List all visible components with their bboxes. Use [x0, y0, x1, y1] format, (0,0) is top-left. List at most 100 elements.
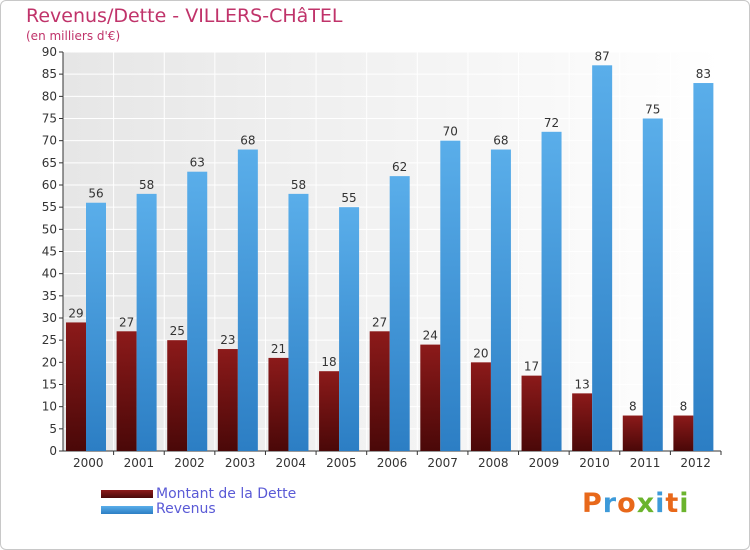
x-tick-label: 2001: [124, 456, 155, 470]
data-label-revenus: 55: [341, 191, 356, 205]
bar-revenus: [440, 140, 461, 451]
data-label-dette: 17: [524, 360, 539, 374]
data-label-dette: 24: [423, 329, 438, 343]
y-tick-label: 40: [42, 267, 57, 281]
bar-revenus: [642, 118, 663, 451]
bar-dette: [319, 371, 340, 451]
bar-dette: [116, 331, 137, 451]
y-tick-label: 0: [49, 444, 57, 458]
x-tick-label: 2000: [73, 456, 104, 470]
x-tick-label: 2004: [275, 456, 306, 470]
bar-revenus: [490, 149, 511, 452]
bar-revenus: [339, 207, 360, 451]
bar-revenus: [136, 193, 157, 451]
y-tick-label: 5: [49, 422, 57, 436]
bar-revenus: [237, 149, 258, 452]
data-label-revenus: 58: [139, 178, 154, 192]
data-label-revenus: 62: [392, 160, 407, 174]
bar-dette: [572, 393, 593, 451]
y-tick-label: 15: [42, 378, 57, 392]
logo-letter: P: [582, 488, 603, 519]
y-tick-label: 60: [42, 178, 57, 192]
x-tick-label: 2008: [478, 456, 509, 470]
logo-letter: o: [617, 488, 637, 519]
data-label-dette: 21: [271, 342, 286, 356]
y-tick-label: 45: [42, 245, 57, 259]
legend-swatch-revenus: [101, 506, 153, 514]
data-label-revenus: 68: [493, 134, 508, 148]
data-label-dette: 8: [680, 400, 688, 414]
y-tick-label: 80: [42, 89, 57, 103]
bar-revenus: [693, 83, 714, 452]
data-label-dette: 23: [220, 333, 235, 347]
legend-label-dette: Montant de la Dette: [156, 486, 297, 502]
y-tick-label: 30: [42, 311, 57, 325]
bar-revenus: [187, 171, 208, 451]
x-tick-label: 2002: [174, 456, 205, 470]
x-tick-label: 2007: [427, 456, 458, 470]
logo-letter: r: [602, 488, 618, 519]
y-tick-label: 20: [42, 355, 57, 369]
data-label-revenus: 72: [544, 116, 559, 130]
y-tick-label: 50: [42, 222, 57, 236]
data-label-dette: 29: [68, 306, 83, 320]
y-tick-label: 65: [42, 156, 57, 170]
y-tick-label: 90: [42, 45, 57, 59]
data-label-revenus: 70: [443, 125, 458, 139]
x-tick-label: 2011: [630, 456, 661, 470]
data-label-dette: 8: [629, 400, 637, 414]
bar-revenus: [541, 131, 562, 452]
bar-dette: [66, 322, 86, 451]
y-tick-label: 10: [42, 400, 57, 414]
x-tick-label: 2005: [326, 456, 357, 470]
chart-subtitle: (en milliers d'€): [26, 29, 121, 43]
bar-dette: [268, 357, 289, 451]
legend-label-revenus: Revenus: [156, 501, 216, 517]
logo-letter: i: [655, 488, 666, 519]
proxiti-logo: Proxiti: [582, 488, 690, 519]
y-tick-label: 25: [42, 333, 57, 347]
x-tick-label: 2010: [579, 456, 610, 470]
y-tick-label: 85: [42, 67, 57, 81]
bar-dette: [369, 331, 390, 451]
data-label-revenus: 87: [595, 49, 610, 63]
bar-dette: [470, 362, 491, 451]
bar-dette: [521, 375, 542, 451]
bar-revenus: [592, 65, 613, 452]
data-label-dette: 20: [473, 346, 488, 360]
logo-letter: t: [665, 488, 680, 519]
logo-letter: i: [679, 488, 690, 519]
bar-dette: [622, 415, 643, 451]
data-label-dette: 27: [119, 315, 134, 329]
bar-dette: [420, 344, 441, 451]
logo-letter: x: [636, 488, 656, 519]
y-tick-label: 35: [42, 289, 57, 303]
bar-revenus: [288, 193, 309, 451]
data-label-revenus: 68: [240, 134, 255, 148]
bar-dette: [217, 349, 238, 451]
x-tick-label: 2006: [377, 456, 408, 470]
data-label-dette: 27: [372, 315, 387, 329]
data-label-revenus: 56: [88, 187, 103, 201]
y-tick-label: 55: [42, 200, 57, 214]
chart-title: Revenus/Dette - VILLERS-CHâTEL: [26, 5, 343, 27]
bar-revenus: [86, 202, 106, 451]
legend-swatch-dette: [101, 490, 153, 498]
bar-dette: [673, 415, 694, 451]
data-label-revenus: 75: [645, 103, 660, 117]
x-tick-label: 2012: [680, 456, 711, 470]
data-label-dette: 13: [575, 377, 590, 391]
data-label-revenus: 83: [696, 67, 711, 81]
data-label-dette: 18: [321, 355, 336, 369]
bar-revenus: [389, 176, 410, 451]
x-tick-label: 2009: [529, 456, 560, 470]
x-tick-label: 2003: [225, 456, 256, 470]
data-label-revenus: 58: [291, 178, 306, 192]
bar-dette: [167, 340, 188, 451]
y-tick-label: 75: [42, 112, 57, 126]
data-label-dette: 25: [170, 324, 185, 338]
y-tick-label: 70: [42, 134, 57, 148]
data-label-revenus: 63: [190, 156, 205, 170]
